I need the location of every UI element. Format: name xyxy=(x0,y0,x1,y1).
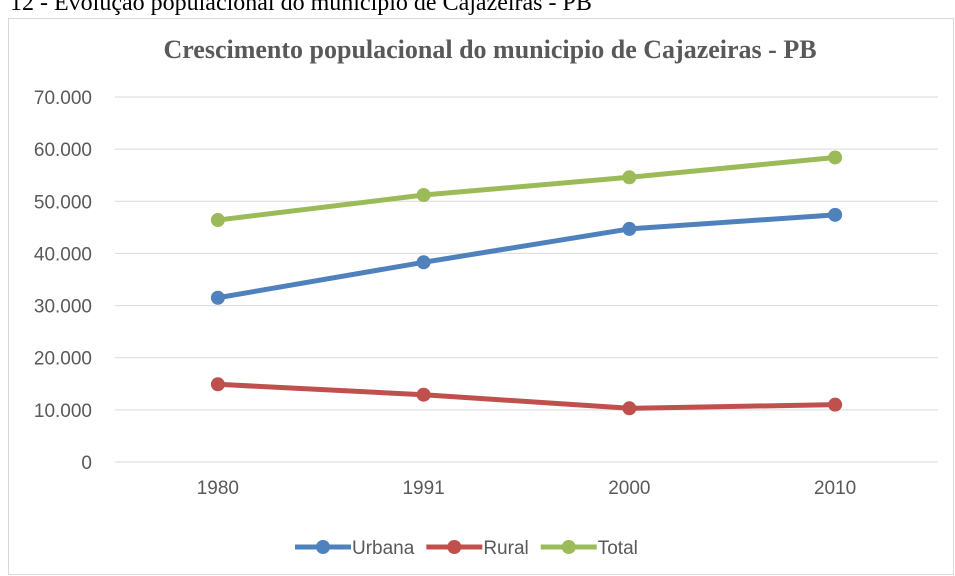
legend-marker xyxy=(561,540,576,554)
series-line xyxy=(217,381,836,411)
y-tick-label: 50.000 xyxy=(34,192,92,213)
y-tick-label: 10.000 xyxy=(34,401,92,422)
data-point xyxy=(828,397,843,412)
data-point xyxy=(622,221,637,236)
x-tick-label: 2000 xyxy=(608,478,650,499)
data-point xyxy=(416,387,431,402)
data-point xyxy=(210,377,225,392)
legend-label: Total xyxy=(598,538,638,559)
data-point xyxy=(622,401,637,416)
data-point xyxy=(416,188,431,203)
x-tick-label: 1980 xyxy=(197,478,239,499)
caption: 12 - Evolução populacional do município … xyxy=(10,0,592,16)
series-line xyxy=(217,154,836,223)
y-tick-label: 40.000 xyxy=(34,244,92,265)
y-tick-label: 70.000 xyxy=(34,88,92,109)
x-tick-label: 2010 xyxy=(814,478,856,499)
y-tick-label: 30.000 xyxy=(34,297,92,318)
y-tick-label: 60.000 xyxy=(34,140,92,161)
chart-border xyxy=(8,18,954,575)
series-line xyxy=(217,212,836,301)
data-point xyxy=(416,255,431,270)
data-point xyxy=(828,207,843,222)
data-point xyxy=(622,170,637,185)
y-tick-label: 0 xyxy=(81,453,92,474)
data-point xyxy=(828,150,843,165)
x-tick-label: 1991 xyxy=(402,478,444,499)
data-point xyxy=(210,213,225,228)
y-tick-label: 20.000 xyxy=(34,349,92,370)
legend-marker xyxy=(447,540,462,554)
data-point xyxy=(210,290,225,305)
chart-title: Crescimento populacional do municipio de… xyxy=(163,35,816,64)
legend-marker xyxy=(316,540,330,554)
legend-label: Rural xyxy=(483,538,528,559)
legend-label: Urbana xyxy=(352,538,415,559)
